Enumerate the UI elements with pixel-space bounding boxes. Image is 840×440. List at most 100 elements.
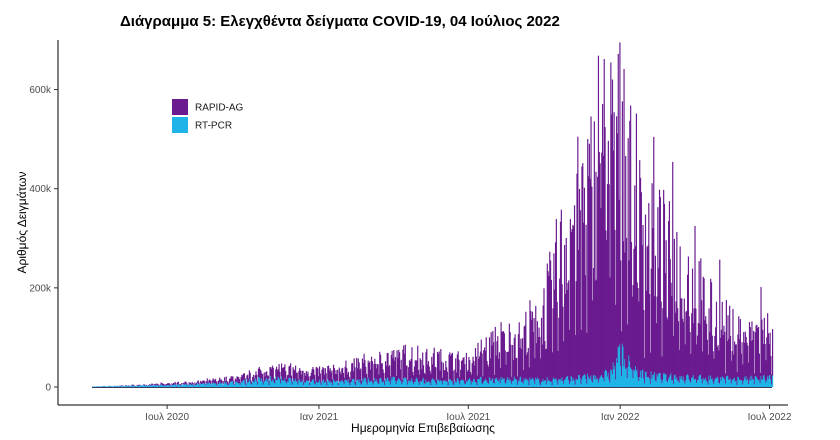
- bar-rapid-ag: [390, 354, 392, 378]
- bar-rapid-ag: [478, 358, 480, 379]
- bar-rt-pcr: [200, 384, 203, 387]
- bar-rt-pcr: [301, 379, 303, 387]
- bar-rt-pcr: [97, 386, 99, 387]
- bar-rapid-ag: [755, 325, 757, 377]
- bar-rapid-ag: [317, 368, 319, 384]
- bar-rt-pcr: [489, 378, 491, 387]
- bar-rapid-ag: [383, 372, 385, 382]
- bar-rt-pcr: [219, 382, 221, 387]
- bar-rt-pcr: [218, 383, 220, 387]
- bar-rt-pcr: [471, 381, 473, 387]
- bar-rapid-ag: [341, 368, 343, 381]
- bar-rt-pcr: [319, 382, 321, 387]
- bar-rt-pcr: [365, 382, 368, 387]
- bar-rt-pcr: [466, 381, 468, 387]
- bar-rt-pcr: [634, 370, 636, 387]
- bar-rapid-ag: [131, 384, 133, 386]
- bar-rt-pcr: [422, 379, 424, 387]
- bar-rt-pcr: [175, 385, 177, 387]
- bar-rt-pcr: [666, 381, 668, 387]
- bar-rapid-ag: [362, 363, 364, 382]
- bar-rt-pcr: [266, 381, 269, 387]
- bar-rapid-ag: [448, 354, 450, 381]
- bar-rt-pcr: [328, 380, 330, 387]
- bar-rt-pcr: [504, 382, 506, 387]
- bar-rapid-ag: [535, 305, 537, 378]
- bar-rapid-ag: [249, 372, 251, 382]
- bar-rt-pcr: [251, 384, 253, 387]
- bar-rt-pcr: [495, 379, 497, 387]
- bar-rt-pcr: [297, 384, 299, 387]
- bar-rt-pcr: [258, 377, 260, 387]
- bar-rapid-ag: [669, 259, 671, 376]
- bar-rt-pcr: [480, 376, 482, 387]
- bar-rt-pcr: [635, 371, 638, 387]
- bar-rapid-ag: [361, 380, 363, 385]
- bar-rt-pcr: [400, 381, 402, 387]
- bar-rt-pcr: [448, 380, 450, 387]
- bar-rapid-ag: [224, 381, 227, 384]
- bar-rt-pcr: [580, 384, 582, 387]
- bar-rt-pcr: [412, 381, 414, 387]
- bar-rapid-ag: [404, 344, 406, 378]
- bar-rapid-ag: [711, 335, 713, 379]
- bar-rapid-ag: [767, 313, 769, 377]
- bar-rt-pcr: [460, 380, 463, 387]
- bar-rapid-ag: [399, 369, 401, 381]
- bar-rt-pcr: [541, 381, 543, 387]
- bar-rt-pcr: [768, 375, 770, 387]
- bar-rt-pcr: [177, 384, 180, 387]
- bar-rapid-ag: [465, 380, 467, 385]
- bar-rt-pcr: [215, 384, 217, 387]
- bar-rt-pcr: [505, 383, 507, 387]
- bar-rt-pcr: [295, 381, 298, 387]
- bar-rapid-ag: [331, 370, 333, 383]
- bar-rt-pcr: [646, 376, 648, 387]
- bar-rt-pcr: [206, 382, 208, 387]
- bar-rt-pcr: [710, 375, 712, 387]
- bar-rapid-ag: [627, 138, 629, 368]
- bar-rt-pcr: [735, 380, 737, 387]
- bar-rt-pcr: [647, 377, 649, 387]
- bar-rapid-ag: [418, 374, 420, 385]
- bar-rapid-ag: [741, 342, 743, 381]
- bar-rapid-ag: [275, 369, 277, 377]
- bar-rapid-ag: [538, 327, 540, 380]
- bar-rapid-ag: [168, 383, 170, 386]
- bar-rapid-ag: [700, 258, 702, 375]
- bar-rapid-ag: [300, 374, 302, 383]
- bar-rapid-ag: [531, 311, 534, 378]
- bar-rt-pcr: [384, 378, 387, 387]
- bar-rt-pcr: [309, 385, 311, 387]
- bar-rapid-ag: [452, 370, 454, 384]
- bar-rt-pcr: [635, 366, 637, 387]
- bar-rt-pcr: [259, 378, 261, 387]
- bar-rt-pcr: [641, 370, 643, 387]
- bar-rapid-ag: [427, 364, 429, 382]
- bar-rapid-ag: [125, 385, 127, 386]
- bar-rt-pcr: [100, 386, 102, 388]
- bar-rt-pcr: [540, 385, 542, 387]
- bar-rapid-ag: [411, 347, 413, 379]
- bar-rt-pcr: [663, 373, 666, 387]
- bar-rt-pcr: [518, 381, 520, 387]
- bar-rt-pcr: [321, 382, 323, 387]
- bar-rt-pcr: [383, 381, 385, 387]
- bar-rt-pcr: [683, 381, 685, 387]
- bar-rapid-ag: [662, 308, 664, 381]
- bar-rt-pcr: [753, 384, 756, 387]
- bar-rt-pcr: [168, 385, 170, 387]
- bar-rapid-ag: [378, 374, 380, 385]
- bar-rt-pcr: [352, 378, 354, 387]
- bar-rapid-ag: [678, 349, 680, 384]
- bar-rt-pcr: [535, 379, 538, 387]
- bar-rapid-ag: [690, 353, 692, 383]
- bar-rt-pcr: [556, 381, 558, 387]
- bar-rapid-ag: [413, 375, 415, 385]
- bar-rt-pcr: [453, 385, 455, 387]
- bar-rapid-ag: [556, 301, 558, 382]
- bar-rt-pcr: [310, 382, 312, 387]
- bar-rapid-ag: [550, 279, 553, 382]
- bar-rapid-ag: [667, 319, 669, 383]
- bar-rt-pcr: [531, 379, 533, 387]
